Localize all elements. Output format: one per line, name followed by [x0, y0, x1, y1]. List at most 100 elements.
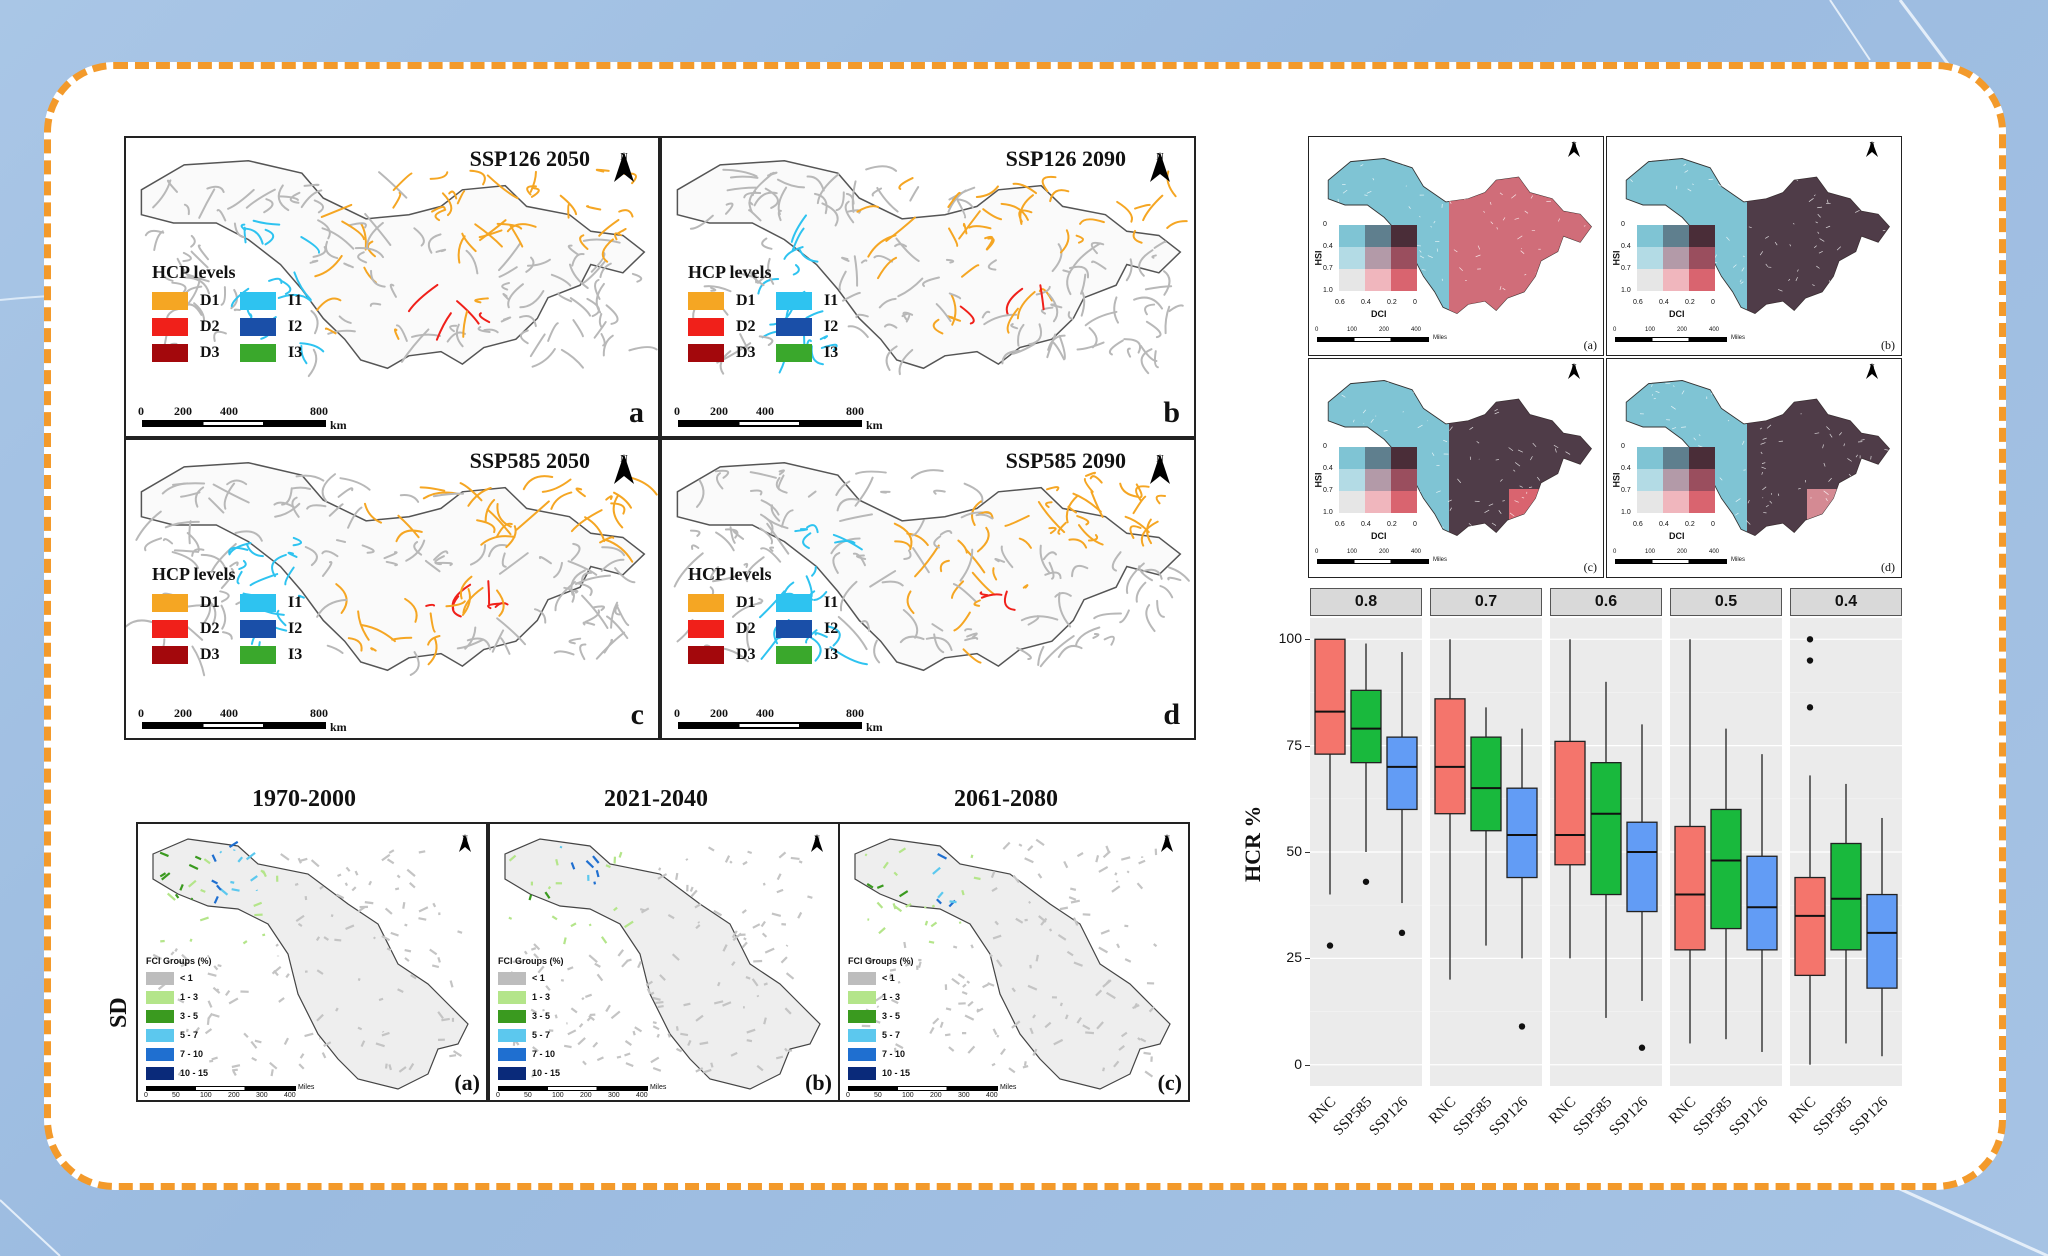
scale-unit: Miles: [298, 1084, 315, 1091]
fci-legend-label: 5 - 7: [180, 1030, 199, 1040]
north-arrow-icon: N: [1160, 834, 1174, 852]
north-arrow-icon: N: [1865, 141, 1879, 157]
scale-tick: 200: [580, 1092, 592, 1099]
fci-legend-swatch: [146, 991, 174, 1004]
scale-tick: 50: [172, 1092, 180, 1099]
scale-bar: [848, 1086, 998, 1091]
bivariate-legend: [1339, 225, 1421, 297]
legend-title: HCP levels: [152, 564, 236, 584]
y-tick-mark: [1305, 639, 1310, 641]
bivariate-legend-cell: [1365, 491, 1391, 513]
bivariate-map-1: HSI 0 0.4 0.7 1.0 0.6 0.4 0.2 0 DCI 0 100 200 400 Mile…: [1606, 136, 1902, 356]
fci-legend-label: 7 - 10: [180, 1049, 204, 1059]
bivariate-legend-cell: [1339, 225, 1365, 247]
scale-bar: [678, 722, 862, 729]
hsi-axis-label: HSI: [1313, 250, 1324, 266]
legend-label: D3: [200, 344, 220, 361]
hcp-map-a: SSP126 2050 N HCP levels D1 D2 D3 I1 I2 I3 0 200 40…: [124, 136, 660, 438]
scale-tick: 300: [958, 1092, 970, 1099]
hcp-map-b: SSP126 2090 N HCP levels D1 D2 D3 I1 I2 I3 0 200 40…: [660, 136, 1196, 438]
scale-tick: 200: [1379, 327, 1390, 333]
scale-tick: 800: [846, 706, 864, 720]
scale-tick: 100: [200, 1092, 212, 1099]
map-title: SSP585 2090: [1005, 448, 1126, 473]
scale-unit: Miles: [650, 1084, 667, 1091]
scale-bar: [1317, 559, 1429, 564]
fci-legend-title: FCI Groups (%): [848, 956, 914, 966]
box-ssp585: [1830, 842, 1862, 951]
north-arrow-icon: N: [1148, 152, 1172, 182]
fci-legend-label: < 1: [532, 973, 545, 983]
bivariate-legend-cell: [1391, 447, 1417, 469]
legend-label: D2: [200, 620, 220, 637]
dci-axis-label: DCI: [1371, 309, 1387, 319]
scale-tick: 400: [986, 1092, 998, 1099]
period-title: 2061-2080: [954, 786, 1058, 812]
dci-tick: 0.2: [1387, 521, 1397, 528]
legend-swatch-d3: [688, 344, 724, 362]
legend-swatch-i1: [240, 292, 276, 310]
fci-map-2: FCI Groups (%) < 1 1 - 3 3 - 5 5 - 7 7 - 10 10…: [838, 822, 1190, 1102]
dci-tick: 0: [1711, 521, 1715, 528]
north-arrow-icon: N: [1567, 363, 1581, 379]
scale-tick: 0: [138, 404, 144, 418]
facet-strip-label: 0.4: [1790, 588, 1902, 616]
box-ssp126: [1626, 821, 1658, 913]
bivariate-legend-cell: [1339, 247, 1365, 269]
scale-unit: Miles: [1000, 1084, 1017, 1091]
hsi-tick: 0: [1323, 221, 1327, 228]
legend-label: I3: [824, 344, 839, 361]
scale-tick: 400: [220, 404, 238, 418]
sd-row-label: SD: [106, 997, 132, 1028]
y-tick-mark: [1305, 852, 1310, 853]
scale-tick: 400: [220, 706, 238, 720]
panel-letter: (a): [454, 1070, 480, 1095]
scale-tick: 0: [846, 1092, 850, 1099]
facet-strip-label: 0.5: [1670, 588, 1782, 616]
fci-legend-label: 1 - 3: [532, 992, 551, 1002]
hsi-axis-label: HSI: [1611, 472, 1622, 488]
fci-legend-swatch: [146, 1029, 174, 1042]
hsi-tick: 0.7: [1621, 487, 1631, 494]
legend-swatch-d1: [688, 292, 724, 310]
box-ssp126: [1746, 855, 1778, 951]
fci-legend-label: < 1: [882, 973, 895, 983]
legend-swatch-d3: [152, 344, 188, 362]
bivariate-legend-cell: [1391, 269, 1417, 291]
legend-swatch-i2: [240, 620, 276, 638]
facet-panel: [1790, 618, 1902, 1086]
fci-legend-swatch: [498, 1067, 526, 1080]
legend-label: D2: [736, 318, 756, 335]
scale-tick: 50: [524, 1092, 532, 1099]
scale-bar: [146, 1086, 296, 1091]
hsi-tick: 0.7: [1323, 487, 1333, 494]
dci-tick: 0.6: [1633, 299, 1643, 306]
hsi-tick: 0.4: [1621, 465, 1631, 472]
bivariate-legend-cell: [1637, 447, 1663, 469]
scale-bar: [142, 420, 326, 427]
scale-unit: km: [866, 720, 883, 734]
legend-label: D2: [200, 318, 220, 335]
scale-tick: 200: [174, 706, 192, 720]
legend-label: I3: [288, 646, 303, 663]
outlier-point: [1518, 1023, 1526, 1030]
fci-legend-label: 3 - 5: [532, 1011, 551, 1021]
facet-strip-label: 0.8: [1310, 588, 1422, 616]
fci-legend-label: 3 - 5: [882, 1011, 901, 1021]
bivariate-legend-cell: [1365, 469, 1391, 491]
legend-title: HCP levels: [688, 262, 772, 282]
scale-unit: km: [330, 720, 347, 734]
legend-swatch-d2: [152, 318, 188, 336]
legend-label: D2: [736, 620, 756, 637]
dci-tick: 0.2: [1685, 521, 1695, 528]
bivariate-legend: [1637, 447, 1719, 519]
bivariate-legend-cell: [1365, 447, 1391, 469]
bivariate-legend-cell: [1365, 247, 1391, 269]
scale-tick: 0: [138, 706, 144, 720]
panel-letter: (c): [1583, 560, 1597, 574]
scale-tick: 800: [310, 706, 328, 720]
panel-letter: (b): [1881, 338, 1895, 352]
outlier-point: [1806, 636, 1814, 643]
outlier-point: [1326, 942, 1334, 949]
y-tick-label: 100: [1278, 630, 1302, 647]
